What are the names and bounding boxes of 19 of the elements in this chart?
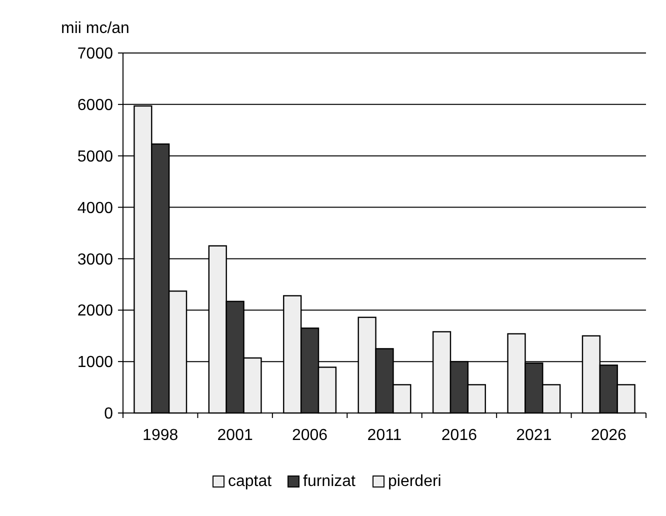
y-tick-label: 4000 (77, 200, 114, 217)
y-tick-label: 3000 (77, 251, 114, 268)
y-tick-label: 1000 (77, 354, 114, 372)
y-tick-label: 2000 (77, 302, 114, 320)
y-tick-label: 5000 (77, 148, 114, 166)
y-axis-title: mii mc/an (61, 20, 130, 37)
x-tick-label: 2016 (441, 427, 478, 444)
x-tick-label: 2026 (590, 427, 627, 444)
y-tick-label: 0 (104, 406, 114, 423)
x-tick-label: 1998 (142, 427, 178, 444)
y-tick-label: 7000 (77, 46, 114, 63)
y-tick-label: 6000 (77, 97, 114, 114)
legend-label: captat (228, 473, 272, 490)
legend-label: pierderi (388, 473, 442, 490)
legend-label: furnizat (303, 473, 356, 490)
x-tick-label: 2011 (367, 427, 402, 444)
x-tick-label: 2021 (516, 427, 552, 444)
x-tick-label: 2006 (292, 427, 328, 444)
x-tick-label: 2001 (217, 427, 253, 444)
